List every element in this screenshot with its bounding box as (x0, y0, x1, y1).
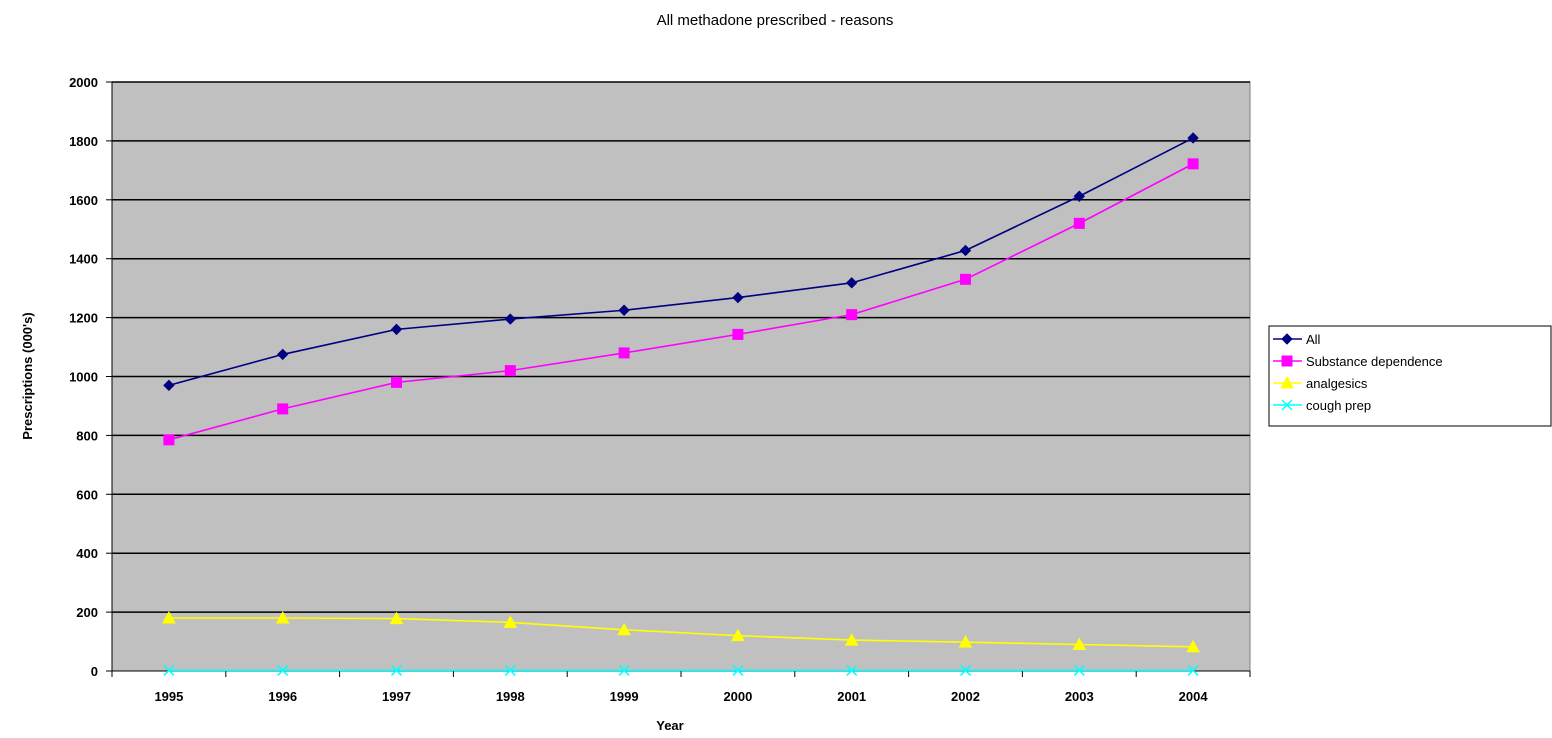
legend-item: cough prep (1273, 398, 1371, 413)
data-point (844, 633, 859, 646)
series-line (168, 137, 1194, 387)
y-tick-label: 0 (91, 664, 98, 679)
data-point (163, 379, 175, 392)
legend-item: All (1273, 332, 1321, 347)
data-point (503, 615, 518, 628)
data-point (846, 309, 858, 321)
x-tick-label: 1997 (382, 689, 411, 704)
x-tick-label: 1999 (610, 689, 639, 704)
data-point (504, 664, 516, 676)
series-substance-dependence (163, 158, 1199, 446)
legend-label: analgesics (1306, 376, 1368, 391)
data-point (845, 277, 858, 289)
y-tick-label: 1200 (69, 311, 98, 326)
data-point (1186, 639, 1200, 653)
y-tick-label: 400 (76, 546, 98, 561)
series-group (162, 132, 1200, 676)
chart-title: All methadone prescribed - reasons (657, 12, 894, 29)
data-point (618, 664, 630, 676)
legend-box (1268, 325, 1552, 427)
y-tick-label: 1000 (69, 370, 98, 385)
legend-label: Substance dependence (1306, 354, 1443, 369)
data-point (1187, 664, 1199, 676)
data-point (391, 376, 402, 388)
y-tick-label: 1600 (69, 193, 98, 208)
x-tick-label: 2004 (1179, 689, 1209, 704)
data-point (959, 244, 972, 257)
legend-item: Substance dependence (1273, 354, 1443, 369)
data-point (731, 628, 745, 642)
y-tick-label: 1800 (69, 134, 98, 149)
data-point (846, 664, 858, 676)
data-point (732, 328, 744, 340)
data-point (732, 291, 744, 304)
data-point (1073, 664, 1085, 676)
gridlines (112, 81, 1250, 613)
x-tick-label: 1996 (268, 689, 297, 704)
y-tick-label: 2000 (69, 75, 98, 90)
data-point (1072, 637, 1087, 650)
data-point (163, 664, 175, 676)
axes: 0 200 400 600 800 1000 1200 1400 1600 1800 2000 199… (69, 75, 1251, 704)
data-point (162, 610, 176, 624)
data-point (276, 348, 289, 361)
x-tick-label: 2000 (723, 689, 752, 704)
y-tick-label: 800 (76, 428, 98, 443)
series-all (163, 132, 1199, 392)
x-tick-label: 1998 (496, 689, 525, 704)
data-point (958, 635, 973, 648)
x-tick-label: 1995 (154, 689, 183, 704)
data-point (275, 610, 290, 624)
legend-marker (1281, 355, 1293, 367)
legend-marker (1281, 399, 1293, 411)
series-line (168, 163, 1194, 441)
legend-label: All (1306, 332, 1321, 347)
y-tick-label: 600 (76, 487, 98, 502)
data-point (390, 323, 403, 336)
data-point (390, 664, 403, 676)
data-point (1073, 190, 1086, 202)
data-point (277, 403, 289, 415)
legend-label: cough prep (1306, 398, 1371, 413)
y-axis-title: Prescriptions (000's) (20, 312, 35, 439)
series-analgesics (162, 610, 1200, 653)
legend: All Substance dependence analgesics cough p… (1268, 325, 1552, 427)
data-point (959, 664, 972, 676)
y-tick-label: 1400 (69, 252, 98, 267)
legend-marker (1280, 375, 1294, 389)
legend-item: analgesics (1273, 375, 1368, 391)
data-point (960, 273, 971, 285)
data-point (618, 304, 630, 316)
data-point (163, 434, 175, 446)
x-axis-title: Year (656, 718, 683, 733)
data-point (504, 313, 517, 325)
series-line (168, 617, 1194, 648)
y-tick-label: 200 (76, 605, 98, 620)
data-point (504, 365, 516, 377)
x-tick-label: 2001 (837, 689, 866, 704)
data-point (617, 622, 631, 636)
series-cough-prep (163, 664, 1199, 676)
data-point (1187, 132, 1199, 144)
data-point (1073, 217, 1085, 229)
data-point (277, 664, 289, 676)
data-point (1187, 158, 1199, 170)
legend-marker (1281, 333, 1293, 345)
data-point (389, 611, 404, 625)
data-point (732, 664, 744, 676)
x-tick-label: 2002 (951, 689, 980, 704)
x-tick-label: 2003 (1065, 689, 1094, 704)
data-point (618, 347, 630, 359)
